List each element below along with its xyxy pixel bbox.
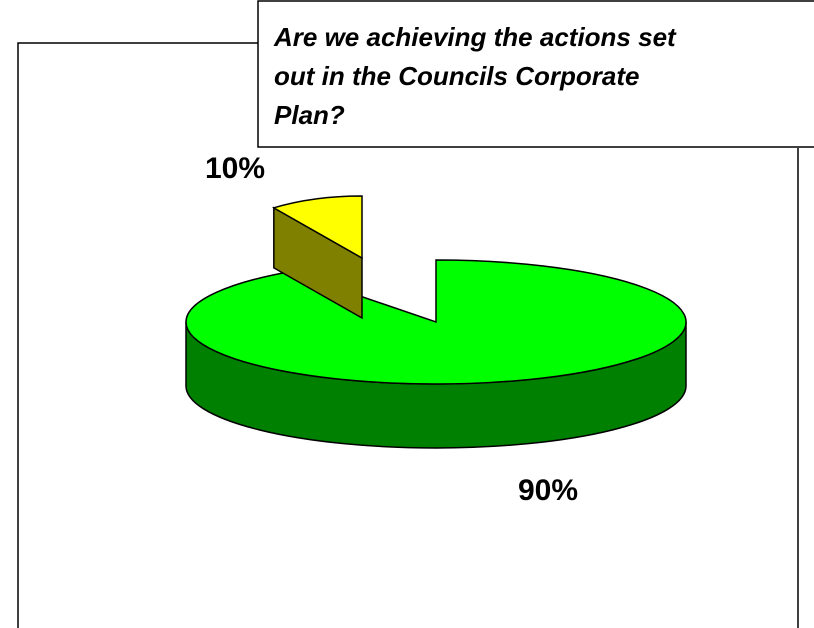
chart-title-box xyxy=(257,0,814,148)
data-label-90: 90% xyxy=(518,474,578,507)
data-label-10: 10% xyxy=(205,152,265,185)
chart-title-line-1: Are we achieving the actions set xyxy=(273,22,677,52)
chart-frame xyxy=(17,42,258,628)
pie-slice-10-top xyxy=(271,195,363,260)
chart-title-line-2: out in the Councils Corporate xyxy=(274,61,639,91)
pie-slice-90-top xyxy=(185,259,687,385)
chart-title-line-3: Plan? xyxy=(274,100,345,130)
chart-title: Are we achieving the actions set out in … xyxy=(273,22,683,130)
